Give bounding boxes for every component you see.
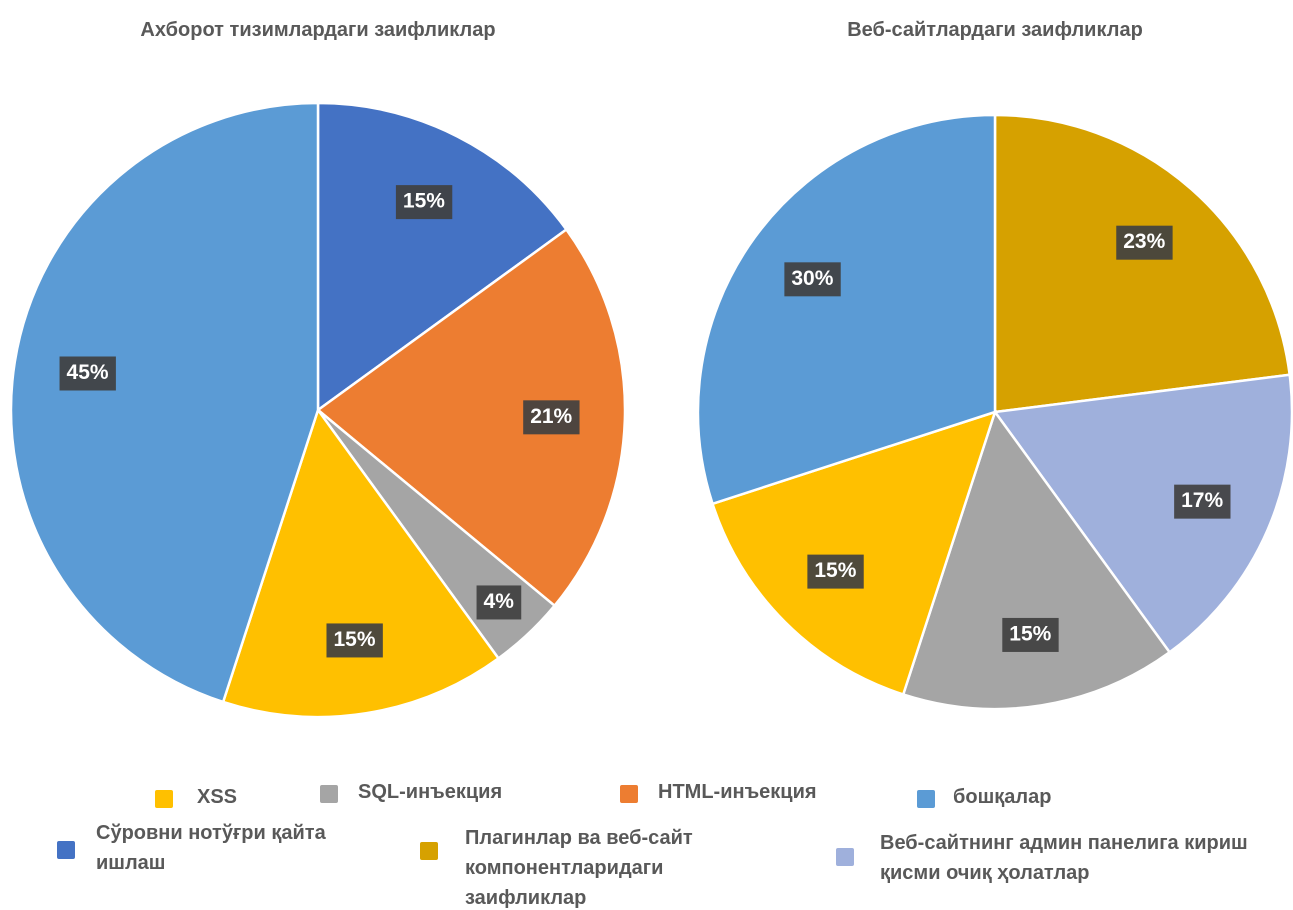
pie-slice	[315, 227, 627, 608]
data-label: 15%	[333, 628, 375, 651]
pie-slice	[992, 373, 1293, 655]
pie-slice	[696, 113, 997, 506]
label-box	[523, 400, 580, 435]
legend-label: Сўровни нотўғри қайта ишлаш	[96, 822, 326, 874]
label-box	[476, 585, 522, 620]
data-label: 30%	[791, 267, 833, 290]
pie-slice	[9, 101, 320, 704]
pie-slice	[221, 407, 501, 719]
label-box	[1174, 484, 1231, 519]
data-label: 23%	[1123, 230, 1165, 253]
label-box	[784, 262, 841, 297]
pie-slice	[901, 409, 1172, 711]
label-box	[59, 356, 116, 391]
label-box	[395, 185, 453, 220]
pie-slice	[993, 113, 1292, 414]
legend-swatch	[420, 842, 438, 860]
legend-swatch	[155, 790, 173, 808]
label-box	[1002, 617, 1059, 652]
chart-title: Ахборот тизимлардаги заифликлар	[140, 19, 496, 41]
data-label: 17%	[1181, 489, 1223, 512]
data-label: 45%	[67, 361, 109, 384]
pie-slice	[710, 410, 997, 697]
legend-swatch	[57, 841, 75, 859]
legend-label: XSS	[197, 786, 238, 808]
legend-swatch	[917, 790, 935, 808]
pie-slice	[316, 101, 569, 413]
legend-label: SQL-инъекция	[358, 781, 503, 803]
legend-swatch	[620, 785, 638, 803]
data-label: 15%	[403, 190, 445, 213]
legend-label: Веб-сайтнинг админ панелига кириш қисми …	[880, 832, 1248, 884]
data-label: 21%	[530, 405, 572, 428]
chart-title: Веб-сайтлардаги заифликлар	[847, 19, 1143, 41]
legend-swatch	[320, 785, 338, 803]
label-box	[1116, 225, 1173, 260]
label-box	[807, 554, 864, 589]
data-label: 15%	[1009, 622, 1051, 645]
legend-swatch	[836, 848, 854, 866]
legend-label: Плагинлар ва веб-сайт компонентларидаги …	[465, 827, 693, 909]
data-label: 4%	[484, 590, 515, 613]
legend-label: бошқалар	[953, 786, 1052, 808]
legend-label: HTML-инъекция	[658, 781, 817, 803]
data-label: 15%	[814, 559, 856, 582]
label-box	[326, 623, 383, 658]
